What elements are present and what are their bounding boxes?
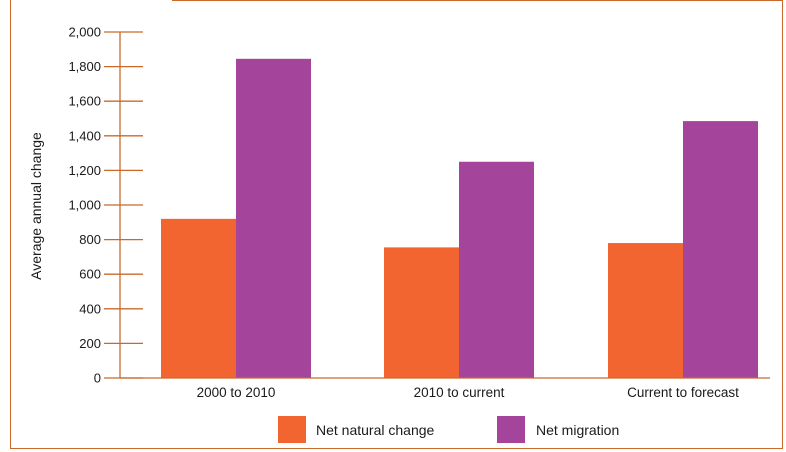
- x-category-label: 2010 to current: [414, 385, 505, 400]
- legend-label: Net migration: [536, 422, 619, 438]
- y-tick-label: 1,400: [68, 128, 101, 143]
- bar-net-migration: [459, 161, 534, 378]
- y-tick-label: 1,800: [68, 59, 101, 74]
- x-category-label: Current to forecast: [627, 385, 739, 400]
- frame-top-rule: [172, 0, 783, 1]
- y-tick-label: 200: [79, 336, 101, 351]
- bars: [161, 58, 758, 378]
- legend-label: Net natural change: [316, 422, 435, 438]
- legend-swatch: [497, 416, 525, 443]
- y-tick-label: 1,200: [68, 163, 101, 178]
- y-axis-title: Average annual change: [28, 132, 44, 280]
- bar-net-natural-change: [384, 247, 459, 378]
- bar-net-natural-change: [161, 218, 236, 378]
- y-tick-label: 600: [79, 267, 101, 282]
- y-axis: 0 200 400 600 800 1,000 1,200 1,400 1,600 1,800 2,…: [68, 25, 143, 386]
- bar-net-migration: [236, 58, 311, 378]
- legend: Net natural change Net migration: [278, 416, 619, 443]
- chart-frame: [10, 0, 783, 449]
- y-tick-label: 1,600: [68, 94, 101, 109]
- y-tick-label: 1,000: [68, 198, 101, 213]
- x-category-label: 2000 to 2010: [197, 385, 276, 400]
- legend-swatch: [278, 416, 306, 443]
- x-axis: 2000 to 2010 2010 to current Current to fo…: [120, 377, 770, 400]
- bar-net-natural-change: [608, 243, 683, 378]
- y-tick-label: 2,000: [68, 25, 101, 40]
- y-tick-label: 0: [94, 371, 101, 386]
- y-tick-label: 400: [79, 301, 101, 316]
- bar-net-migration: [683, 121, 758, 378]
- y-tick-label: 800: [79, 232, 101, 247]
